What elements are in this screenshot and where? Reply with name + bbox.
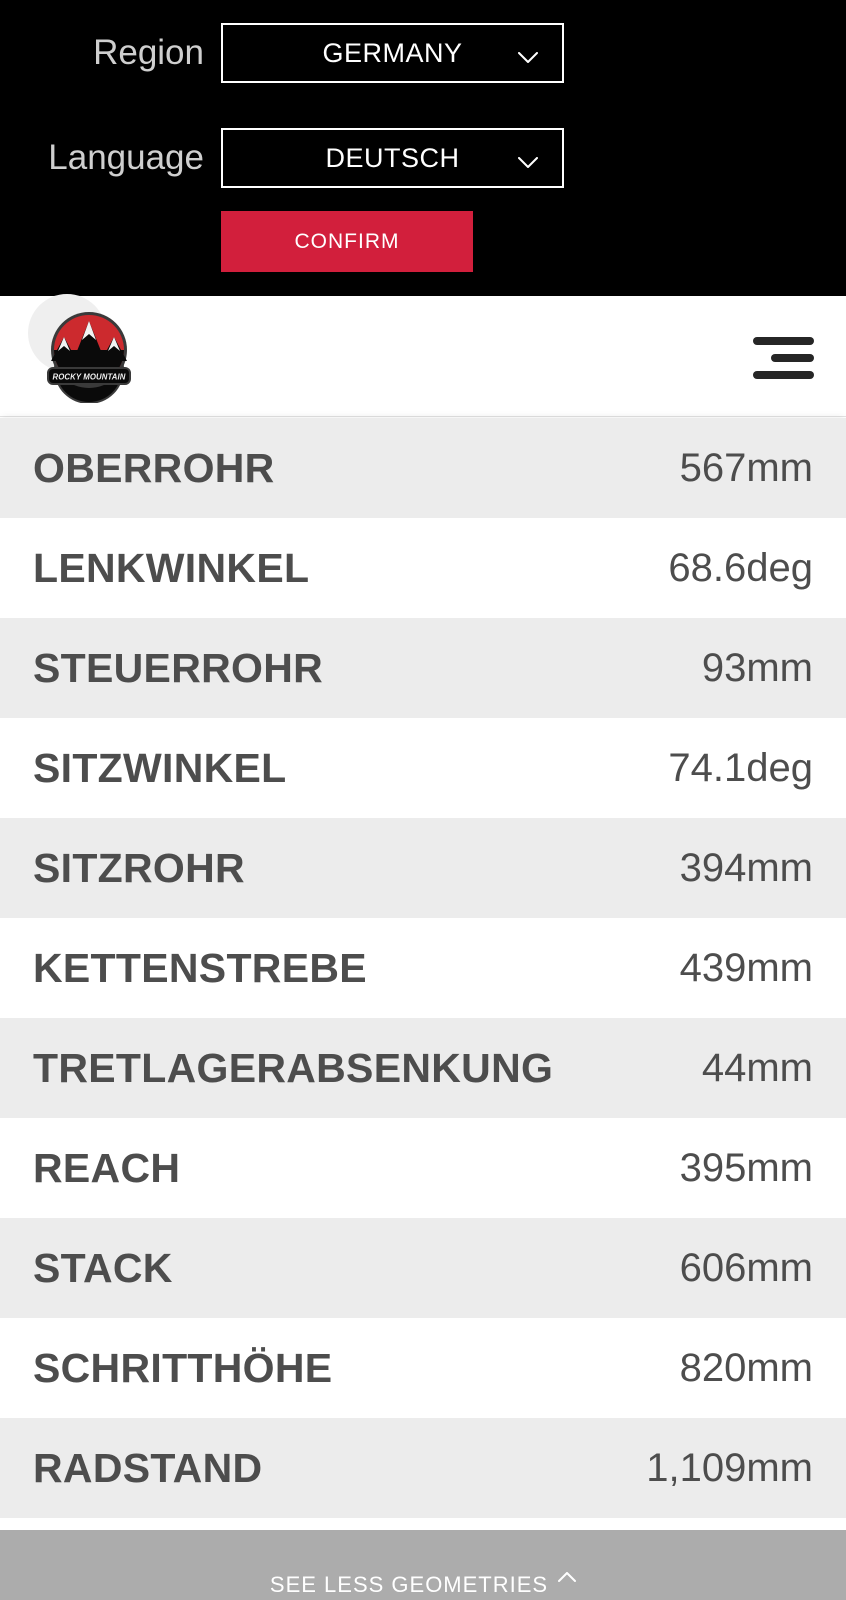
svg-text:ROCKY MOUNTAIN: ROCKY MOUNTAIN <box>52 373 125 382</box>
